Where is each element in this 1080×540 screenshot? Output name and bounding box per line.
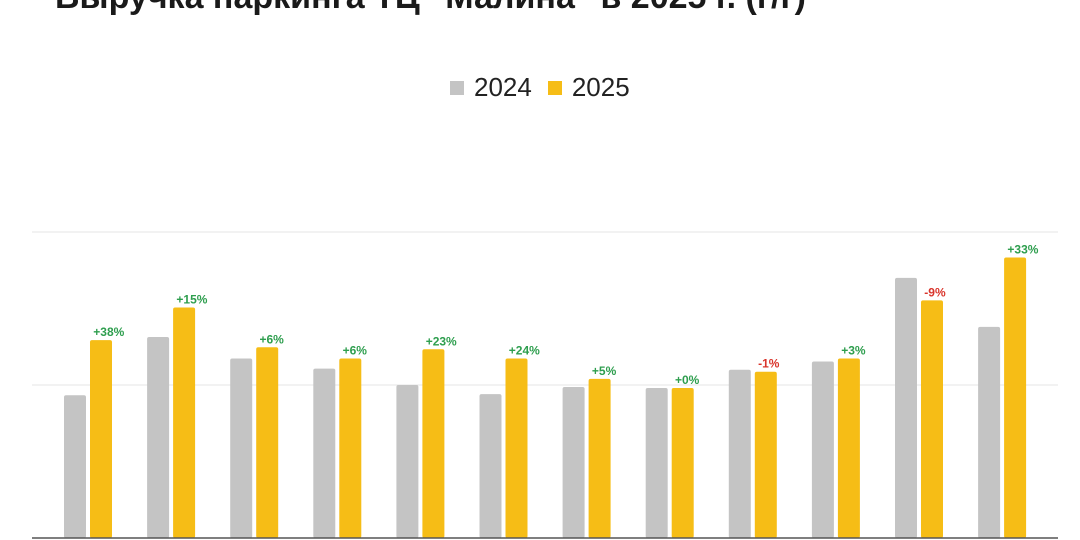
bar-2024-10 [811,361,834,538]
bar-2025-2 [173,307,196,538]
growth-label-7: +5% [592,364,617,378]
growth-label-3: +6% [260,332,285,346]
bar-2024-12 [978,326,1001,538]
bar-2024-3 [230,358,253,538]
bar-2024-11 [895,277,917,538]
bar-2024-2 [147,337,170,538]
legend-swatch-2024 [450,80,464,95]
growth-label-5: +23% [426,334,457,348]
bar-2025-7 [588,378,611,538]
growth-label-8: +0% [675,373,700,387]
bar-2025-6 [505,358,528,538]
legend-item-2024: 2024 [450,72,532,103]
label-layer: +38% +15% +6% +6% +23% +24% +5% +0% -1% +3% -9% +33… [93,243,1038,388]
chart-legend: 2024 2025 [450,72,630,103]
legend-item-2025: 2025 [547,72,630,103]
bar-2024-8 [645,388,668,538]
bar-2025-12 [1004,257,1027,538]
bar-2025-11 [921,300,943,538]
growth-label-12: +33% [1007,243,1038,257]
chart-title: Выручка паркинга ТЦ "Малина" в 2025 г. (… [55,0,806,17]
legend-label-2024: 2024 [474,72,532,102]
growth-label-9: -1% [758,357,780,371]
bar-2025-3 [256,347,279,538]
bar-2025-10 [837,358,860,538]
bar-2024-1 [64,395,86,538]
bar-2024-4 [313,368,336,538]
growth-label-6: +24% [509,343,540,357]
legend-swatch-2025 [547,80,562,95]
growth-label-2: +15% [176,292,207,306]
bar-2024-9 [728,369,751,538]
grid-layer [32,231,1058,386]
growth-label-11: -9% [924,285,946,299]
growth-label-4: +6% [343,343,368,357]
bar-2025-5 [422,349,445,538]
bar-2025-4 [339,358,362,538]
growth-label-1: +38% [93,325,124,339]
legend-label-2025: 2025 [571,72,630,102]
bar-2024-7 [562,387,585,538]
bar-2024-5 [396,385,419,538]
bar-2024-6 [479,394,502,538]
bar-2025-1 [90,340,112,538]
bar-2025-8 [671,388,694,538]
growth-label-10: +3% [841,343,866,357]
bar-layer [64,257,1027,538]
bar-2025-9 [754,371,777,538]
